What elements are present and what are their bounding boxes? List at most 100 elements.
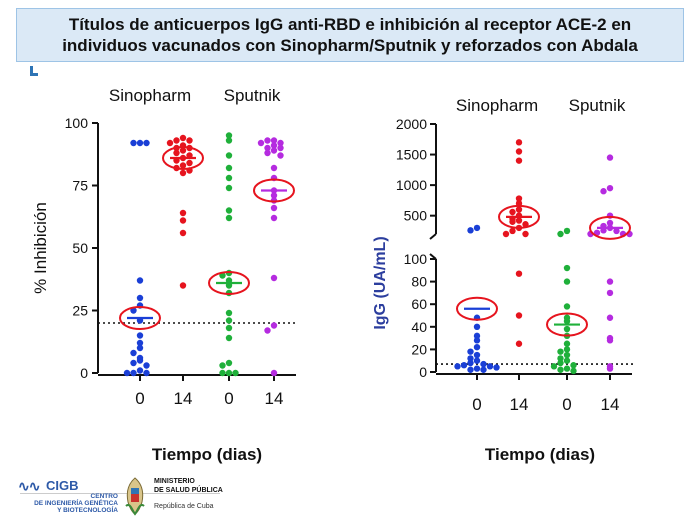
right-y-tick-label: 1000 (396, 177, 427, 193)
left-point (173, 137, 180, 144)
left-point (143, 369, 150, 377)
left-point (179, 147, 187, 154)
left-point (130, 139, 137, 147)
left-point (136, 294, 144, 302)
right-point (557, 230, 564, 238)
right-x-tick-label: 0 (562, 395, 571, 414)
right-point (606, 154, 614, 161)
left-x-tick-label: 0 (224, 389, 233, 408)
right-point (460, 362, 468, 369)
left-point (219, 369, 226, 377)
right-point (509, 218, 516, 225)
left-y-tick-label: 50 (72, 240, 88, 256)
left-point (136, 339, 144, 347)
left-point (179, 162, 187, 169)
left-x-tick-label: 14 (174, 389, 193, 408)
left-point (264, 327, 271, 334)
left-median-highlight (253, 178, 295, 203)
left-point (270, 142, 278, 149)
right-point (522, 230, 529, 238)
right-point (480, 360, 487, 368)
left-point (270, 147, 278, 154)
right-point (606, 184, 614, 192)
left-median-highlight (119, 306, 161, 330)
left-y-tick-label: 25 (72, 303, 88, 319)
left-point (270, 322, 278, 329)
cigb-name: CIGB (46, 478, 79, 493)
left-y-axis-label: % Inhibición (31, 202, 50, 294)
right-point (515, 206, 523, 213)
right-y-tick-label: 500 (404, 208, 428, 224)
right-point (467, 366, 474, 373)
right-point (467, 348, 474, 355)
right-median-highlight (456, 296, 498, 321)
right-point (570, 362, 577, 369)
left-point (225, 184, 233, 192)
right-point (563, 227, 571, 235)
left-group-label: Sputnik (224, 86, 281, 105)
right-y-tick-label: 40 (411, 319, 427, 335)
left-group-label: Sinopharm (109, 86, 191, 105)
right-point (515, 312, 523, 319)
left-point (277, 152, 284, 159)
right-point (515, 270, 523, 277)
right-point (557, 355, 564, 362)
right-point (515, 157, 523, 164)
footer-divider (20, 493, 220, 494)
left-point (264, 137, 271, 144)
right-point (473, 343, 481, 351)
left-point (270, 137, 278, 144)
right-y-tick-label: 20 (411, 341, 427, 357)
right-point (600, 188, 607, 195)
left-point (225, 152, 233, 159)
left-point (136, 344, 144, 352)
left-point (257, 139, 265, 147)
right-point (563, 303, 571, 310)
right-x-tick-label: 14 (510, 395, 529, 414)
left-point (225, 174, 233, 182)
right-point (563, 365, 571, 372)
left-point (270, 274, 278, 282)
left-point (270, 214, 278, 222)
right-point (473, 224, 481, 232)
left-median-highlight (208, 271, 250, 295)
right-median-highlight (546, 312, 588, 337)
slide-title-line-2: individuos vacunados con Sinopharm/Sputn… (62, 36, 638, 55)
right-point (563, 325, 571, 333)
left-y-tick-label: 0 (80, 365, 88, 381)
left-point (270, 164, 278, 172)
left-point (179, 169, 187, 177)
left-y-tick-label: 100 (65, 115, 89, 131)
right-point (515, 340, 523, 347)
left-median-highlight (162, 146, 204, 170)
left-point (225, 137, 233, 144)
left-point (270, 204, 278, 212)
left-point (264, 149, 271, 157)
coat-of-arms-icon (125, 477, 145, 516)
left-point (277, 144, 284, 152)
left-point (225, 369, 233, 377)
minsap-logo: MINISTERIO DE SALUD PÚBLICA República de… (122, 476, 232, 516)
left-point (225, 317, 233, 324)
right-point (563, 278, 571, 285)
right-point (606, 365, 614, 372)
left-point (130, 349, 137, 357)
right-x-tick-label: 14 (601, 395, 620, 414)
right-point (606, 278, 614, 285)
slide-title-banner: Títulos de anticuerpos IgG anti-RBD e in… (16, 8, 684, 62)
right-y-tick-label: 1500 (396, 147, 427, 163)
left-point (225, 324, 233, 332)
bullet-marker-icon (30, 66, 38, 76)
left-point (123, 369, 131, 377)
right-point (486, 363, 494, 370)
right-point (557, 359, 564, 367)
left-point (225, 214, 233, 222)
right-point (473, 332, 481, 340)
left-x-axis-label: Tiempo (dias) (152, 445, 262, 464)
left-point (173, 149, 180, 157)
right-point (606, 219, 614, 227)
right-point (515, 217, 523, 224)
cigb-sub-2: DE INGENIERÍA GENÉTICA (34, 500, 118, 507)
left-point (270, 369, 278, 377)
